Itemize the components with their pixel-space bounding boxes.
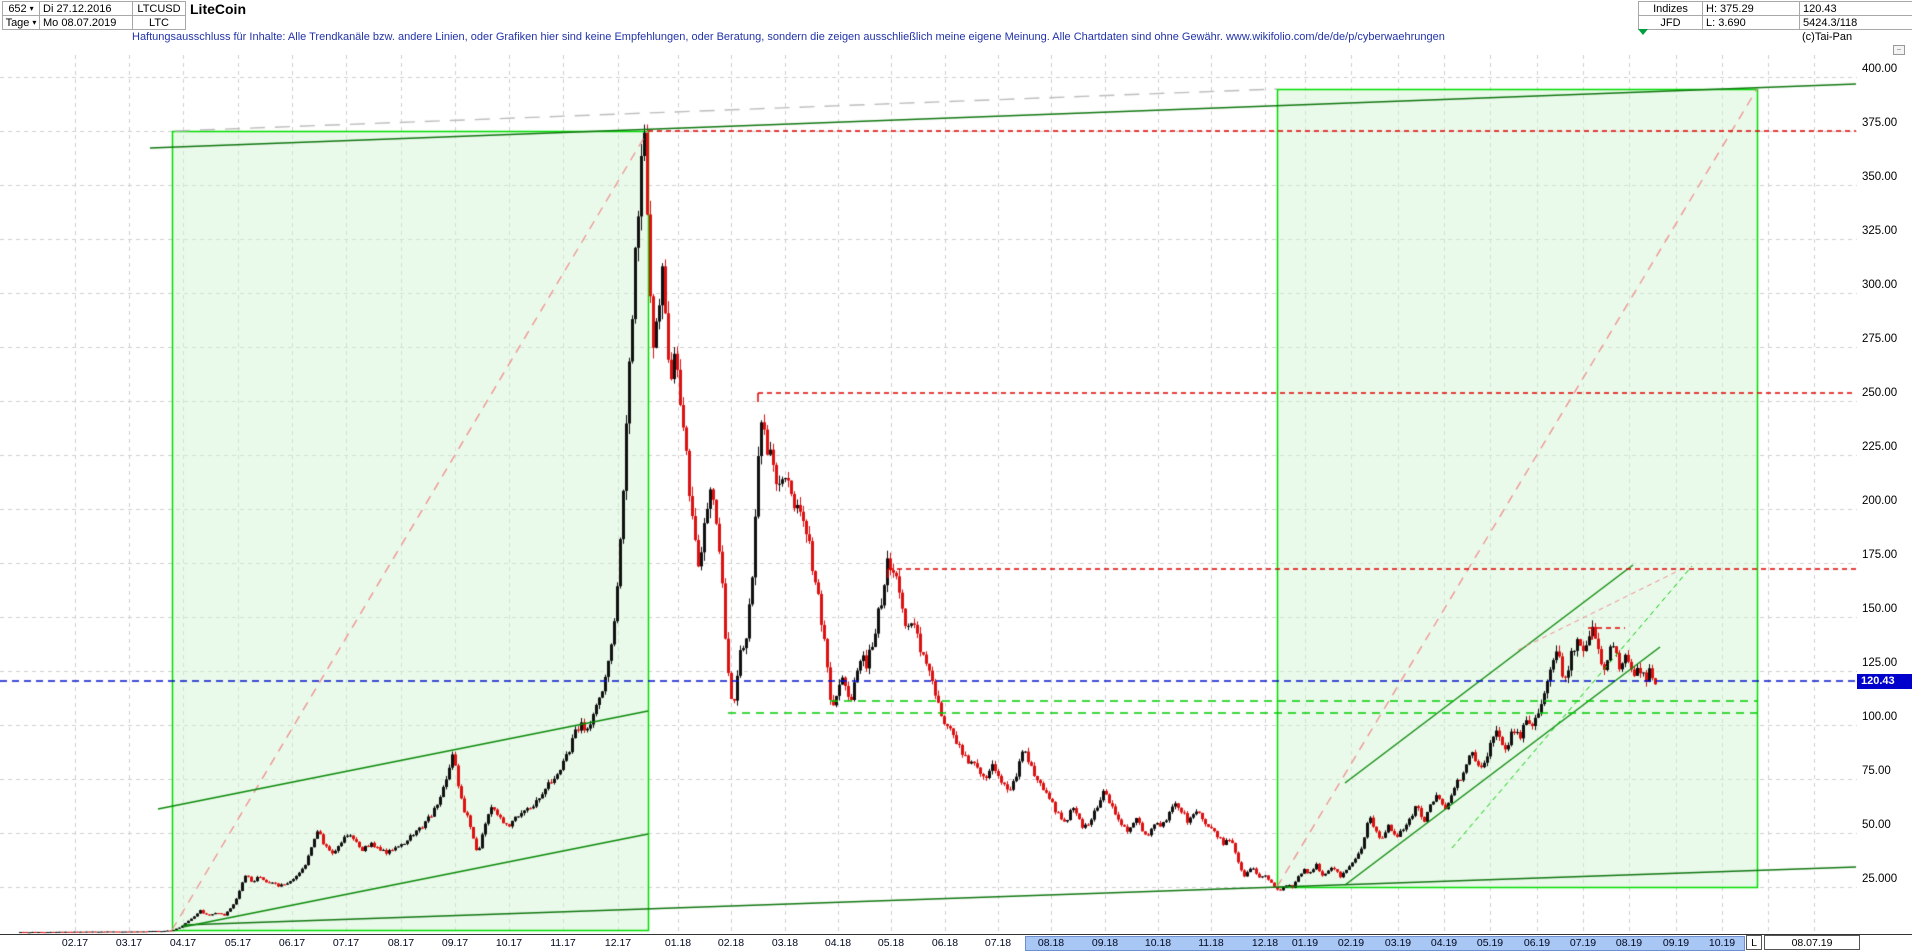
high-text: H: 375.29 <box>1706 2 1754 15</box>
x-axis-label: 07.17 <box>332 937 360 949</box>
low-text: L: 3.690 <box>1706 16 1746 29</box>
last-date-box[interactable]: 08.07.19 <box>1764 935 1860 950</box>
y-axis-label: 125.00 <box>1862 657 1898 669</box>
x-axis-label: 12.18 <box>1251 937 1279 949</box>
x-axis-label: 01.19 <box>1291 937 1319 949</box>
volume-text: 5424.3/118 <box>1803 16 1858 29</box>
last-date-label: 08.07.19 <box>1791 936 1833 949</box>
date-to-field[interactable]: Mo 08.07.2019 <box>39 15 133 30</box>
x-axis: 02.17 03.17 04.17 05.17 06.17 07.17 08.17 09.17… <box>0 934 1912 952</box>
broker-label: JFD <box>1638 15 1703 30</box>
y-axis-label: 150.00 <box>1862 603 1898 615</box>
ticker-field: LTC <box>132 15 186 30</box>
y-axis-label: 275.00 <box>1862 333 1898 345</box>
x-axis-highlight <box>1025 936 1745 951</box>
x-axis-label: 11.17 <box>550 937 576 949</box>
copyright-taipan: (c)Tai-Pan <box>1802 31 1853 43</box>
x-axis-label: 04.18 <box>824 937 852 949</box>
x-axis-label: 12.17 <box>604 937 632 949</box>
indizes-text: Indizes <box>1653 2 1688 15</box>
y-axis-label: 100.00 <box>1862 711 1898 723</box>
x-axis-label: 10.18 <box>1144 937 1172 949</box>
ticker-value: LTC <box>149 16 169 29</box>
last-bar-label: L <box>1751 936 1757 949</box>
x-axis-label: 06.19 <box>1523 937 1551 949</box>
timeframe-dropdown[interactable]: Tage ▾ <box>2 15 40 30</box>
x-axis-label: 02.19 <box>1337 937 1365 949</box>
bars-count-value: 652 <box>8 2 27 15</box>
instrument-title: LiteCoin <box>190 1 246 17</box>
low-value: L: 3.690 <box>1702 15 1800 30</box>
last-price-text: 120.43 <box>1861 675 1895 688</box>
y-axis-label: 350.00 <box>1862 171 1898 183</box>
x-axis-label: 08.17 <box>387 937 415 949</box>
last-value-text: 120.43 <box>1803 2 1837 15</box>
x-axis-label: 09.17 <box>441 937 469 949</box>
indizes-label: Indizes <box>1638 1 1703 16</box>
last-bar-marker[interactable]: L <box>1746 935 1762 950</box>
x-axis-label: 09.18 <box>1091 937 1119 949</box>
date-from-field[interactable]: Di 27.12.2016 <box>39 1 133 16</box>
date-to-value: Mo 08.07.2019 <box>43 16 117 29</box>
marker-triangle-icon <box>1638 29 1648 35</box>
chevron-down-icon: ▾ <box>29 4 34 13</box>
x-axis-label: 03.19 <box>1384 937 1412 949</box>
broker-text: JFD <box>1660 16 1681 29</box>
x-axis-label: 01.18 <box>664 937 692 949</box>
price-chart-canvas[interactable] <box>0 55 1857 934</box>
collapse-icon[interactable]: − <box>1893 45 1905 55</box>
symbol-field: LTCUSD <box>132 1 186 16</box>
y-axis-label: 50.00 <box>1862 819 1891 831</box>
x-axis-label: 08.19 <box>1615 937 1643 949</box>
y-axis-label: 325.00 <box>1862 225 1898 237</box>
y-axis-label: 375.00 <box>1862 117 1898 129</box>
volume-value: 5424.3/118 <box>1799 15 1912 30</box>
x-axis-label: 05.19 <box>1476 937 1504 949</box>
x-axis-label: 04.17 <box>169 937 197 949</box>
x-axis-label: 06.18 <box>931 937 959 949</box>
y-axis-label: 75.00 <box>1862 765 1891 777</box>
y-axis-label: 225.00 <box>1862 441 1898 453</box>
bars-count-dropdown[interactable]: 652 ▾ <box>2 1 40 16</box>
x-axis-label: 05.17 <box>224 937 252 949</box>
last-price-tag: 120.43 <box>1857 673 1912 689</box>
y-axis-label: 175.00 <box>1862 549 1898 561</box>
x-axis-label: 02.17 <box>61 937 89 949</box>
high-value: H: 375.29 <box>1702 1 1800 16</box>
y-axis-label: 25.000 <box>1862 873 1898 885</box>
x-axis-label: 02.18 <box>717 937 745 949</box>
y-axis-label: 400.00 <box>1862 63 1898 75</box>
x-axis-label: 03.18 <box>771 937 799 949</box>
x-axis-label: 10.17 <box>495 937 523 949</box>
x-axis-label: 06.17 <box>278 937 306 949</box>
y-axis-label: 250.00 <box>1862 387 1898 399</box>
date-from-value: Di 27.12.2016 <box>43 2 112 15</box>
x-axis-label: 07.18 <box>984 937 1012 949</box>
disclaimer-text: Haftungsausschluss für Inhalte: Alle Tre… <box>132 31 1445 43</box>
x-axis-label: 03.17 <box>115 937 143 949</box>
x-axis-label: 09.19 <box>1662 937 1690 949</box>
x-axis-label: 07.19 <box>1569 937 1597 949</box>
y-axis <box>1857 55 1912 934</box>
x-axis-label: 10.19 <box>1708 937 1736 949</box>
x-axis-label: 04.19 <box>1430 937 1458 949</box>
x-axis-label: 05.18 <box>877 937 905 949</box>
last-value: 120.43 <box>1799 1 1912 16</box>
x-axis-label: 11.18 <box>1198 937 1224 949</box>
symbol-value: LTCUSD <box>137 2 181 15</box>
y-axis-label: 300.00 <box>1862 279 1898 291</box>
timeframe-value: Tage <box>5 16 30 29</box>
y-axis-label: 200.00 <box>1862 495 1898 507</box>
x-axis-label: 08.18 <box>1037 937 1065 949</box>
chevron-down-icon: ▾ <box>32 18 37 27</box>
